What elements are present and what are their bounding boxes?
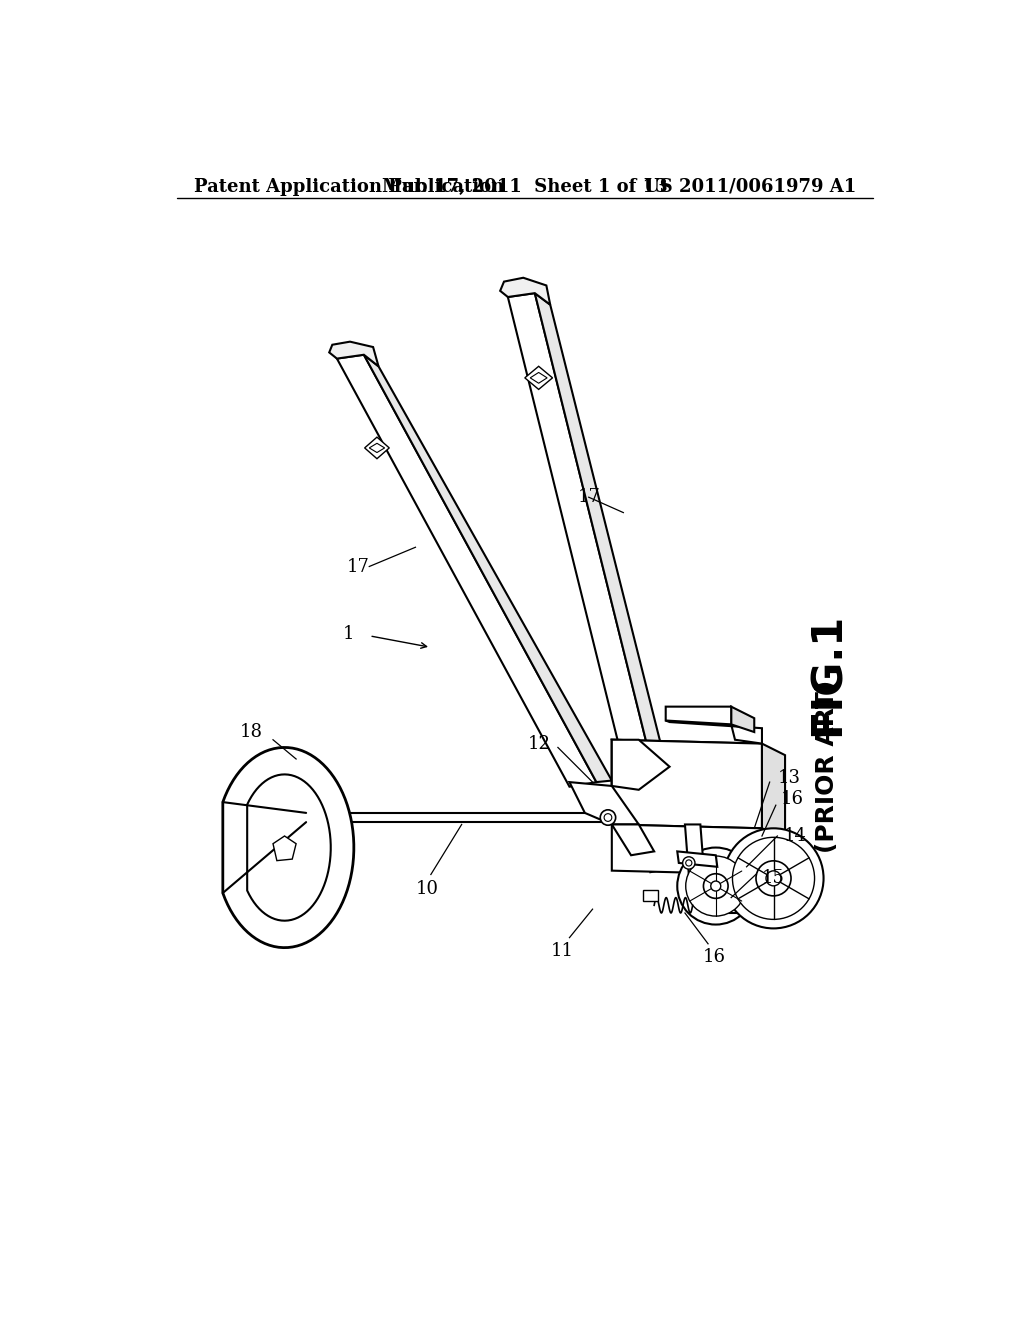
Circle shape: [732, 837, 814, 920]
Circle shape: [724, 829, 823, 928]
Polygon shape: [611, 825, 654, 855]
Text: 17: 17: [346, 557, 370, 576]
Text: 12: 12: [527, 735, 550, 752]
Polygon shape: [611, 825, 785, 875]
Polygon shape: [223, 747, 354, 948]
Polygon shape: [247, 775, 331, 920]
Text: 14: 14: [783, 828, 806, 845]
Text: Patent Application Publication: Patent Application Publication: [194, 178, 504, 195]
Circle shape: [683, 857, 695, 869]
Polygon shape: [677, 851, 717, 867]
Text: 10: 10: [416, 880, 438, 898]
Text: (PRIOR ART): (PRIOR ART): [815, 680, 840, 853]
Polygon shape: [611, 739, 670, 789]
Circle shape: [677, 847, 755, 924]
Text: 1: 1: [342, 626, 354, 643]
Polygon shape: [370, 444, 385, 453]
Polygon shape: [524, 367, 553, 389]
Circle shape: [711, 880, 721, 891]
Polygon shape: [731, 706, 755, 733]
Circle shape: [756, 861, 791, 896]
Text: 13: 13: [777, 770, 801, 787]
Circle shape: [686, 859, 692, 866]
Polygon shape: [611, 739, 770, 759]
Circle shape: [604, 813, 611, 821]
Text: FIG.1: FIG.1: [807, 612, 849, 737]
Polygon shape: [611, 739, 762, 829]
Text: US 2011/0061979 A1: US 2011/0061979 A1: [644, 178, 856, 195]
Polygon shape: [569, 781, 639, 825]
Text: 11: 11: [550, 942, 573, 960]
Circle shape: [703, 874, 728, 899]
Polygon shape: [762, 743, 785, 840]
Polygon shape: [500, 277, 550, 305]
Polygon shape: [530, 372, 547, 383]
Polygon shape: [685, 825, 705, 875]
Polygon shape: [337, 355, 596, 787]
Polygon shape: [666, 706, 731, 725]
Text: 16: 16: [702, 948, 726, 966]
Text: 17: 17: [578, 488, 600, 506]
Polygon shape: [330, 342, 379, 367]
Polygon shape: [643, 890, 658, 902]
Polygon shape: [689, 875, 739, 913]
Polygon shape: [273, 836, 296, 861]
Polygon shape: [364, 355, 611, 781]
Text: Mar. 17, 2011  Sheet 1 of 13: Mar. 17, 2011 Sheet 1 of 13: [382, 178, 668, 195]
Circle shape: [600, 810, 615, 825]
Polygon shape: [508, 293, 677, 873]
Text: 16: 16: [781, 791, 804, 808]
Polygon shape: [307, 813, 606, 822]
Circle shape: [766, 871, 781, 886]
Polygon shape: [611, 739, 620, 829]
Polygon shape: [666, 721, 762, 743]
Polygon shape: [365, 437, 389, 459]
Circle shape: [686, 857, 745, 916]
Text: 15: 15: [762, 870, 784, 887]
Polygon shape: [535, 293, 692, 871]
Text: 18: 18: [240, 723, 263, 741]
